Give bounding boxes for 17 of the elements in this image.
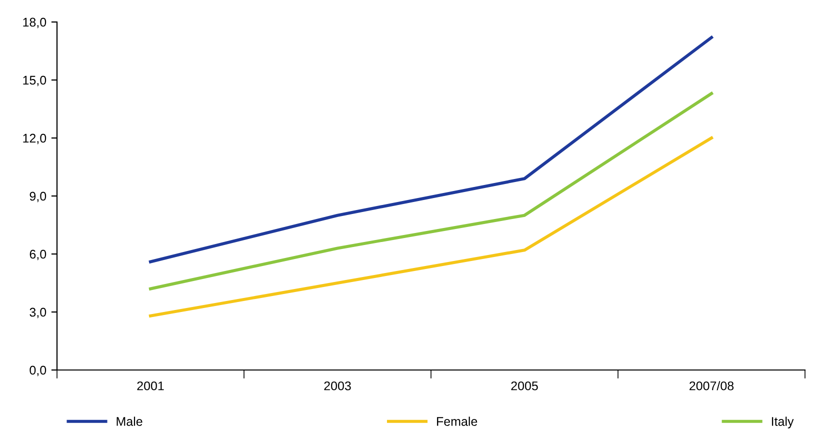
y-tick-label: 18,0: [23, 18, 46, 28]
y-tick-label: 6,0: [30, 250, 46, 260]
legend-label: Female: [437, 416, 478, 426]
y-tick-label: 0,0: [30, 366, 46, 376]
x-tick-label: 2001: [137, 381, 164, 390]
line-series: [148, 136, 714, 318]
x-tick-label: 2005: [511, 381, 538, 390]
y-tick-label: 3,0: [30, 308, 46, 318]
y-tick-label: 9,0: [30, 192, 46, 202]
x-tick-label: 2007/08: [690, 381, 734, 390]
y-tick-label: 15,0: [23, 76, 46, 86]
y-tick-label: 12,0: [23, 134, 46, 144]
line-series: [148, 92, 714, 290]
legend-label: Italy: [772, 416, 794, 428]
line-series: [148, 36, 714, 264]
legend-label: Male: [116, 416, 142, 426]
x-tick-label: 2003: [324, 381, 351, 390]
